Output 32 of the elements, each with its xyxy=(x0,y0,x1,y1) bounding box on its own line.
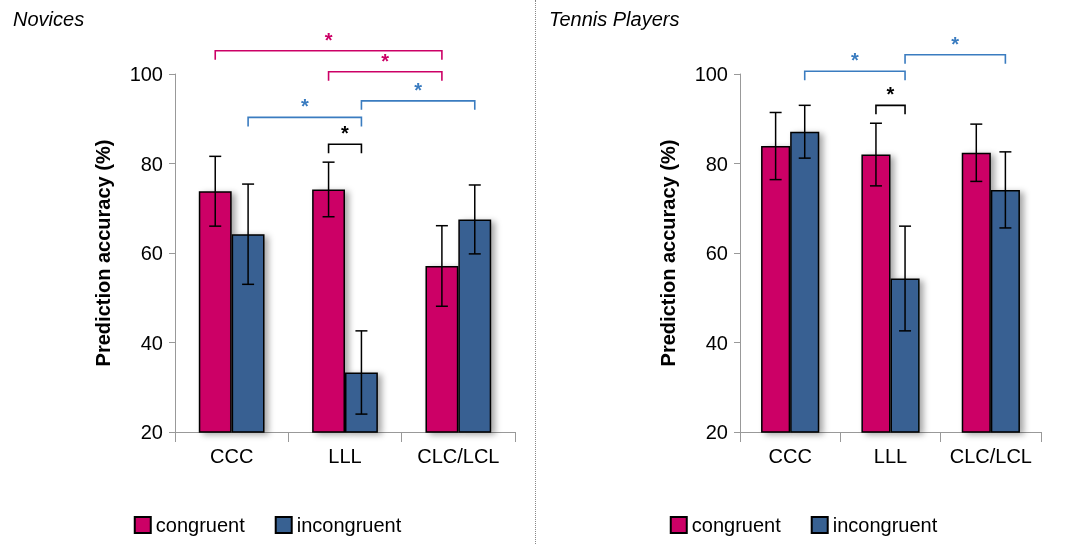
x-tick-label: CLC/LCL xyxy=(417,445,500,467)
chart-title: Novices xyxy=(13,8,85,30)
y-axis-title: Prediction accuracy (%) xyxy=(657,139,679,367)
x-tick-label: LLL xyxy=(328,445,362,467)
legend-label: congruent xyxy=(155,514,246,536)
x-tick-label: CCC xyxy=(768,445,812,467)
annotation: * xyxy=(414,78,423,101)
y-tick-label: 100 xyxy=(694,63,728,85)
y-tick-label: 40 xyxy=(140,331,163,354)
y-axis-title: Prediction accuracy (%) xyxy=(92,139,114,367)
text: * xyxy=(951,32,960,55)
y-tick-label: 60 xyxy=(140,242,163,264)
text: * xyxy=(850,49,859,72)
x-tick-label: CLC/LCL xyxy=(949,445,1032,467)
legend-label: incongruent xyxy=(832,514,938,536)
y-tick-label: 60 xyxy=(705,242,728,264)
y-tick-label: 40 xyxy=(705,331,728,354)
annotation: * xyxy=(300,95,309,118)
legend-label: incongruent xyxy=(296,514,402,536)
text: * xyxy=(324,28,333,51)
x-tick-label: CCC xyxy=(209,445,254,467)
y-tick-label: 80 xyxy=(140,152,163,175)
x-tick-label: LLL xyxy=(873,445,908,467)
annotation: * xyxy=(886,83,895,106)
y-tick-label: 20 xyxy=(705,421,728,443)
chart-title: Tennis Players xyxy=(549,8,680,30)
y-tick-label: 80 xyxy=(705,152,728,175)
y-tick-label: 20 xyxy=(140,421,163,443)
annotation: * xyxy=(341,122,350,145)
text: * xyxy=(381,49,390,72)
y-tick-label: 100 xyxy=(129,63,163,85)
legend-label: congruent xyxy=(691,514,782,536)
